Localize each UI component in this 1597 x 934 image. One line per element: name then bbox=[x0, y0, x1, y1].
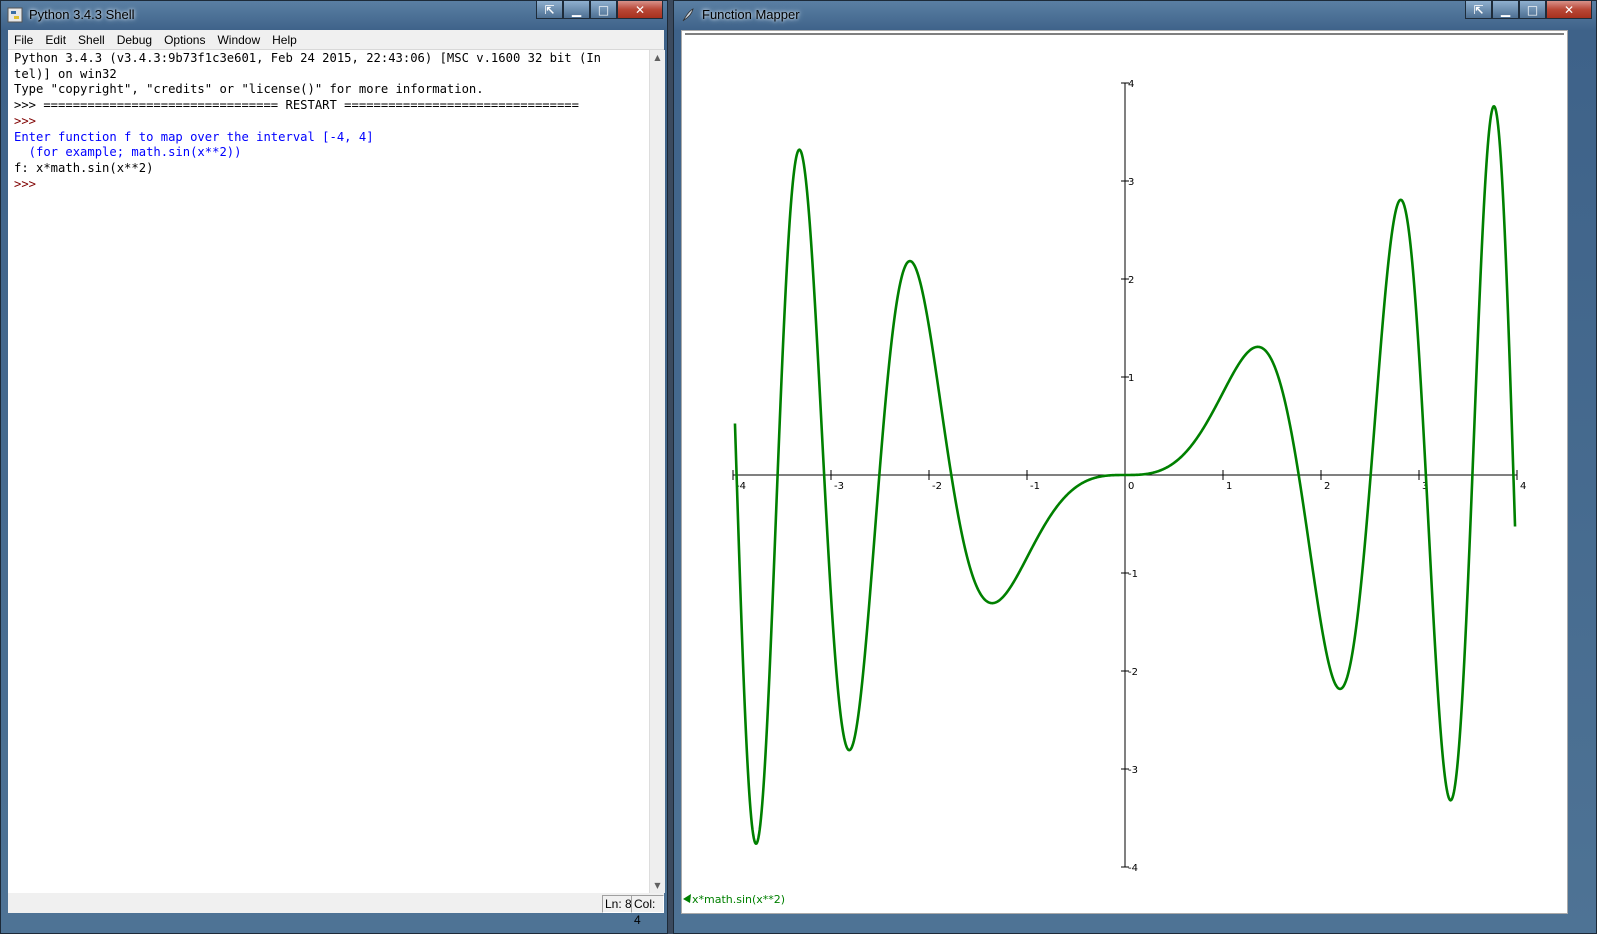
shell-input-line: f: x*math.sin(x**2) bbox=[14, 160, 154, 175]
y-tick-label: 4 bbox=[1128, 79, 1134, 90]
shell-window-controls: ⇱ ▁ □ ✕ bbox=[536, 1, 663, 21]
status-line: Ln: 8 bbox=[602, 895, 635, 913]
menu-window[interactable]: Window bbox=[217, 32, 261, 47]
scroll-down-icon[interactable]: ▼ bbox=[654, 881, 661, 890]
shell-statusbar: Ln: 8 Col: 4 bbox=[8, 893, 664, 927]
menu-options[interactable]: Options bbox=[164, 32, 206, 47]
status-col: Col: 4 bbox=[631, 895, 664, 927]
y-tick-label: -1 bbox=[1128, 569, 1138, 580]
x-tick-label: -4 bbox=[736, 481, 746, 492]
mapper-title: Function Mapper bbox=[702, 7, 800, 22]
menu-shell[interactable]: Shell bbox=[78, 32, 105, 47]
x-tick-label: 1 bbox=[1226, 481, 1232, 492]
feather-icon bbox=[682, 8, 694, 22]
vertical-scrollbar[interactable]: ▲ ▼ bbox=[649, 50, 665, 893]
shell-line: Type "copyright", "credits" or "license(… bbox=[14, 82, 484, 97]
scroll-up-icon[interactable]: ▲ bbox=[654, 53, 661, 62]
maximize-button[interactable]: □ bbox=[590, 1, 617, 19]
y-tick-label: -4 bbox=[1128, 863, 1138, 874]
y-tick-label: 1 bbox=[1128, 373, 1134, 384]
x-tick-label: -2 bbox=[932, 481, 942, 492]
y-tick-label: 3 bbox=[1128, 177, 1134, 188]
shell-titlebar[interactable]: Python 3.4.3 Shell ⇱ ▁ □ ✕ bbox=[1, 1, 667, 29]
menu-debug[interactable]: Debug bbox=[116, 32, 153, 47]
menu-edit[interactable]: Edit bbox=[45, 32, 67, 47]
shell-line-restart: >>> ================================ RES… bbox=[14, 98, 579, 113]
snap-button[interactable]: ⇱ bbox=[536, 1, 563, 19]
mapper-titlebar[interactable]: Function Mapper ⇱ ▁ □ ✕ bbox=[674, 1, 1596, 29]
function-curve bbox=[733, 105, 1517, 845]
minimize-button[interactable]: ▁ bbox=[563, 1, 590, 19]
y-tick-label: -3 bbox=[1128, 765, 1138, 776]
shell-output-line: Enter function f to map over the interva… bbox=[14, 129, 374, 144]
shell-window: Python 3.4.3 Shell ⇱ ▁ □ ✕ File Edit She… bbox=[0, 0, 668, 934]
shell-prompt: >>> bbox=[14, 176, 44, 191]
x-tick-label: -3 bbox=[834, 481, 844, 492]
python-app-icon bbox=[7, 7, 23, 23]
shell-output-line: (for example; math.sin(x**2)) bbox=[14, 145, 242, 160]
close-button[interactable]: ✕ bbox=[617, 1, 663, 19]
y-tick-label: 2 bbox=[1128, 275, 1134, 286]
plot-canvas[interactable]: -4 -3 -2 -1 0 1 2 3 4 4 3 2 1 -1 -2 -3 -4 x*math.sin(x**… bbox=[681, 30, 1568, 914]
y-tick-label: -2 bbox=[1128, 667, 1138, 678]
x-tick-label: 4 bbox=[1520, 481, 1526, 492]
legend: x*math.sin(x**2) bbox=[683, 893, 785, 906]
x-tick-label: 0 bbox=[1128, 481, 1134, 492]
maximize-button[interactable]: □ bbox=[1519, 1, 1546, 19]
legend-label: x*math.sin(x**2) bbox=[692, 893, 785, 906]
x-tick-label: 2 bbox=[1324, 481, 1330, 492]
shell-menubar: File Edit Shell Debug Options Window Hel… bbox=[8, 30, 664, 50]
close-button[interactable]: ✕ bbox=[1546, 1, 1592, 19]
shell-text-area[interactable]: Python 3.4.3 (v3.4.3:9b73f1c3e601, Feb 2… bbox=[8, 50, 649, 893]
menu-file[interactable]: File bbox=[14, 32, 34, 47]
shell-title: Python 3.4.3 Shell bbox=[29, 7, 135, 22]
shell-line: tel)] on win32 bbox=[14, 66, 117, 81]
shell-line: Python 3.4.3 (v3.4.3:9b73f1c3e601, Feb 2… bbox=[14, 51, 601, 65]
menu-help[interactable]: Help bbox=[272, 32, 297, 47]
mapper-window-controls: ⇱ ▁ □ ✕ bbox=[1465, 1, 1592, 21]
x-tick-label: -1 bbox=[1030, 481, 1040, 492]
shell-prompt: >>> bbox=[14, 113, 44, 128]
snap-button[interactable]: ⇱ bbox=[1465, 1, 1492, 19]
legend-marker bbox=[683, 894, 691, 903]
minimize-button[interactable]: ▁ bbox=[1492, 1, 1519, 19]
